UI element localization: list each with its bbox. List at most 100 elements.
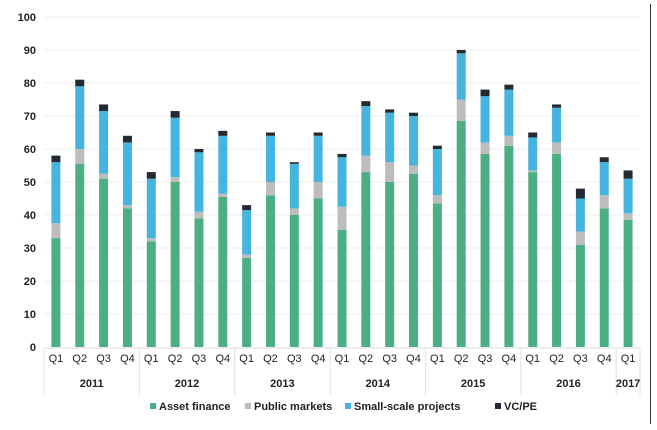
y-tick-label: 0 (30, 342, 36, 354)
bar-segment-small-scale-projects (289, 163, 299, 209)
bar-segment-asset-finance (575, 244, 585, 347)
bar-segment-vc-pe (146, 172, 156, 179)
bar-segment-vc-pe (122, 135, 132, 143)
bar-segment-public-markets (528, 170, 538, 173)
bar-segment-public-markets (361, 155, 371, 173)
bar-segment-vc-pe (99, 104, 109, 112)
bar-segment-public-markets (289, 208, 299, 215)
bar-segment-asset-finance (432, 203, 442, 347)
bar-segment-public-markets (599, 195, 609, 209)
bar-segment-asset-finance (194, 218, 204, 347)
bar-segment-small-scale-projects (146, 178, 156, 239)
bar-segment-vc-pe (265, 132, 275, 136)
bar-segment-asset-finance (361, 172, 371, 347)
bar-segment-vc-pe (51, 155, 61, 163)
bar-segment-small-scale-projects (409, 116, 419, 166)
bar-segment-small-scale-projects (504, 89, 514, 136)
bar-segment-asset-finance (51, 238, 61, 347)
bar-segment-public-markets (575, 231, 585, 245)
bar-segment-asset-finance (289, 215, 299, 347)
bar-segment-vc-pe (313, 132, 323, 136)
bar-segment-asset-finance (409, 173, 419, 347)
x-tick-label: Q1 (621, 353, 636, 365)
bar-segment-public-markets (385, 162, 395, 182)
year-label: 2016 (556, 378, 580, 390)
bar-segment-public-markets (504, 135, 514, 146)
x-tick-label: Q1 (525, 353, 540, 365)
bar-segment-asset-finance (242, 257, 252, 347)
bar-segment-small-scale-projects (552, 107, 562, 143)
bar-segment-asset-finance (122, 208, 132, 347)
bar-segment-asset-finance (552, 153, 562, 347)
bar-segment-public-markets (265, 182, 275, 196)
bar-segment-vc-pe (504, 84, 514, 90)
bar-segment-vc-pe (337, 153, 347, 158)
bar-segment-small-scale-projects (337, 157, 347, 207)
x-tick-label: Q3 (382, 353, 397, 365)
x-tick-label: Q2 (549, 353, 564, 365)
bar-segment-public-markets (552, 142, 562, 154)
x-tick-label: Q4 (406, 353, 421, 365)
year-label: 2011 (80, 378, 104, 390)
bar-segment-small-scale-projects (122, 142, 132, 206)
legend-swatch (345, 403, 351, 409)
bar-segment-vc-pe (480, 89, 490, 97)
bar-segment-vc-pe (361, 101, 371, 107)
bar-segment-vc-pe (599, 157, 609, 163)
x-tick-label: Q1 (239, 353, 254, 365)
bar-segment-small-scale-projects (528, 137, 538, 171)
bar-segment-vc-pe (623, 170, 633, 179)
x-tick-label: Q3 (573, 353, 588, 365)
bar-segment-small-scale-projects (599, 162, 609, 196)
bar-segment-public-markets (122, 205, 132, 209)
bar-segment-vc-pe (289, 162, 299, 164)
y-tick-label: 30 (24, 243, 36, 255)
bar-segment-vc-pe (456, 50, 466, 54)
y-tick-label: 50 (24, 177, 36, 189)
bar-segment-small-scale-projects (242, 210, 252, 255)
bar-segment-small-scale-projects (218, 135, 228, 194)
bar-segment-asset-finance (99, 178, 109, 347)
bar-segment-public-markets (456, 99, 466, 121)
bar-segment-vc-pe (528, 132, 538, 138)
bar-segment-public-markets (194, 211, 204, 219)
bar-segment-public-markets (75, 149, 85, 164)
y-tick-label: 40 (24, 210, 36, 222)
year-label: 2012 (175, 378, 199, 390)
x-tick-label: Q1 (144, 353, 159, 365)
bar-segment-public-markets (337, 206, 347, 230)
y-tick-label: 70 (24, 111, 36, 123)
y-tick-label: 90 (24, 45, 36, 57)
bar-segment-vc-pe (75, 79, 85, 87)
bar-segment-public-markets (313, 182, 323, 199)
bar-segment-vc-pe (194, 149, 204, 153)
x-tick-label: Q2 (263, 353, 278, 365)
bar-segment-public-markets (242, 254, 252, 258)
bar-segment-vc-pe (242, 205, 252, 211)
year-label: 2014 (366, 378, 391, 390)
bar-segment-vc-pe (218, 130, 228, 136)
bar-segment-small-scale-projects (623, 178, 633, 214)
x-tick-label: Q2 (168, 353, 183, 365)
bar-segment-asset-finance (218, 196, 228, 347)
bar-segment-asset-finance (504, 145, 514, 347)
bar-segment-vc-pe (170, 111, 180, 118)
y-tick-label: 80 (24, 78, 36, 90)
bar-segment-small-scale-projects (99, 111, 109, 174)
legend-label: Small-scale projects (354, 401, 460, 413)
x-tick-label: Q2 (72, 353, 87, 365)
bar-segment-asset-finance (385, 182, 395, 347)
x-tick-label: Q1 (49, 353, 64, 365)
bar-segment-public-markets (480, 142, 490, 154)
bar-segment-small-scale-projects (385, 112, 395, 163)
y-tick-label: 100 (18, 12, 36, 24)
x-tick-label: Q1 (430, 353, 445, 365)
bar-segment-small-scale-projects (480, 96, 490, 143)
bar-segment-small-scale-projects (456, 53, 466, 100)
bar-segment-vc-pe (575, 188, 585, 199)
x-tick-label: Q4 (597, 353, 612, 365)
bar-segment-vc-pe (552, 104, 562, 108)
year-label: 2013 (270, 378, 294, 390)
bar-segment-public-markets (432, 195, 442, 204)
